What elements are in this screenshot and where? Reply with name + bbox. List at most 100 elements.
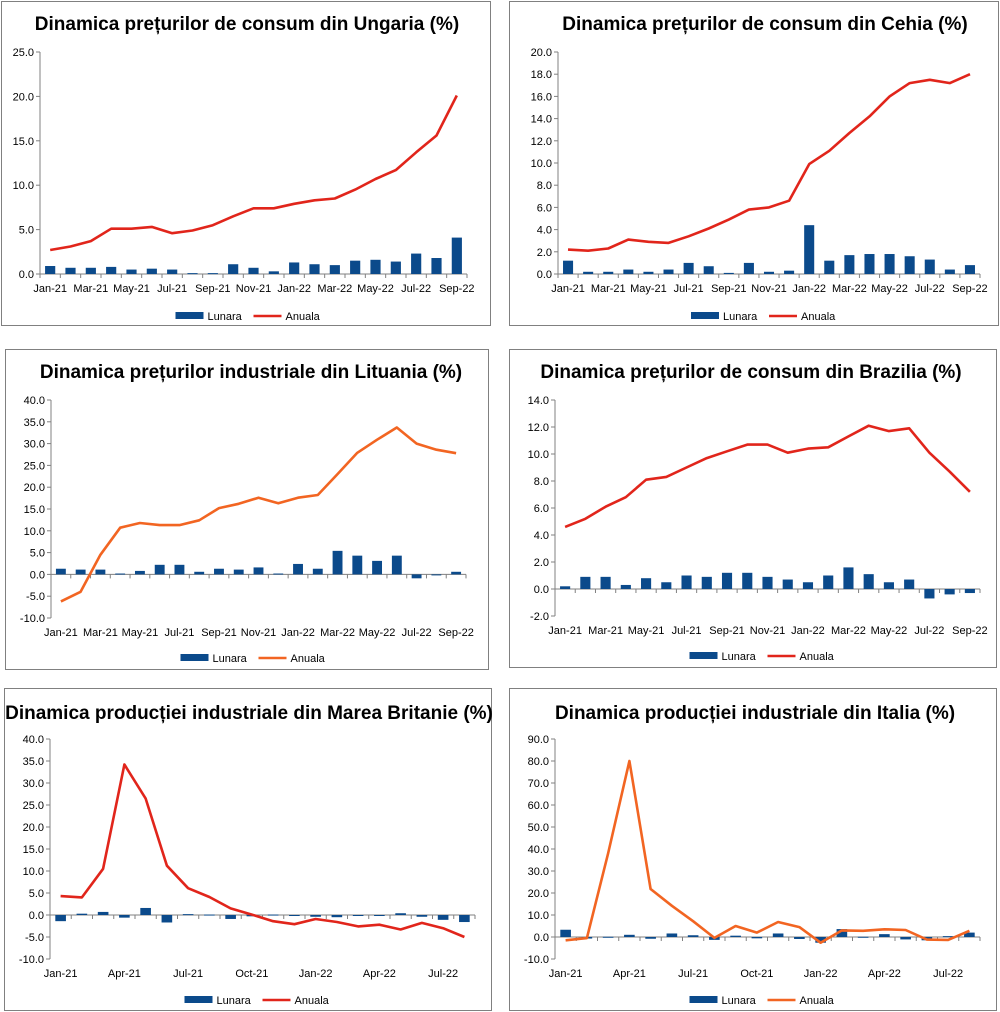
y-tick-label: 8.0 <box>537 180 552 192</box>
x-tick-label: Mar-22 <box>832 283 867 295</box>
bar-lunara <box>331 915 343 918</box>
bar-lunara <box>964 932 975 937</box>
legend: Lunara Anuala <box>180 653 326 665</box>
y-tick-label: -10.0 <box>524 954 549 966</box>
y-tick-label: 30.0 <box>528 866 549 878</box>
y-tick-label: 4.0 <box>537 225 552 237</box>
bar-lunara <box>944 589 955 595</box>
legend-label: Lunara <box>208 311 243 323</box>
bar-lunara <box>248 267 259 274</box>
y-tick-label: 0.0 <box>29 910 44 922</box>
x-tick-label: Jan-22 <box>804 968 838 980</box>
y-tick-label: 5.0 <box>19 225 34 237</box>
y-tick-label: 0.0 <box>30 569 45 581</box>
bar-lunara <box>214 568 224 575</box>
bar-lunara <box>437 915 449 920</box>
x-tick-label: Jan-21 <box>551 283 585 295</box>
chart-panel-ungaria: Dinamica prețurilor de consum din Ungari… <box>1 1 491 326</box>
y-tick-label: 16.0 <box>531 91 552 103</box>
x-tick-label: Mar-21 <box>83 627 118 639</box>
bar-lunara <box>687 935 699 937</box>
y-tick-label: -10.0 <box>19 954 44 966</box>
chart-svg: Dinamica producției industriale din Ital… <box>524 703 981 1007</box>
legend-swatch-lunara <box>184 996 213 1003</box>
legend-label: Lunara <box>723 311 758 323</box>
y-tick-label: 35.0 <box>23 756 44 768</box>
legend: Lunara Anuala <box>175 311 321 323</box>
legend-label: Anuala <box>800 651 835 663</box>
y-tick-label: -5.0 <box>26 591 45 603</box>
bar-lunara <box>204 914 215 916</box>
chart-svg: Dinamica producției industriale din Mare… <box>5 703 493 1007</box>
bar-lunara <box>620 584 631 589</box>
y-tick-label: 0.0 <box>534 584 549 596</box>
bar-lunara <box>65 267 76 274</box>
bar-lunara <box>310 915 321 917</box>
x-tick-label: Jul-21 <box>678 968 708 980</box>
x-tick-label: Jul-22 <box>401 283 431 295</box>
bar-lunara <box>683 262 694 274</box>
bar-lunara <box>55 568 66 575</box>
bar-lunara <box>233 569 244 575</box>
x-tick-label: Sep-21 <box>711 283 746 295</box>
bar-lunara <box>228 264 239 274</box>
bar-lunara <box>924 259 935 274</box>
y-tick-label: -2.0 <box>530 611 549 623</box>
line-anuala <box>60 763 465 939</box>
bar-lunara <box>309 264 320 274</box>
y-tick-label: 70.0 <box>528 778 549 790</box>
y-tick-label: 20.0 <box>24 482 45 494</box>
bar-lunara <box>600 576 611 589</box>
bar-lunara <box>352 555 363 575</box>
x-tick-label: Apr-22 <box>868 968 901 980</box>
x-tick-label: Apr-21 <box>613 968 646 980</box>
y-tick-label: 10.0 <box>23 866 44 878</box>
y-tick-label: 25.0 <box>23 800 44 812</box>
x-tick-label: Jul-22 <box>914 625 944 637</box>
x-tick-label: Apr-22 <box>363 968 396 980</box>
x-tick-label: Jan-22 <box>299 968 333 980</box>
bar-lunara <box>289 915 300 916</box>
bar-lunara <box>563 260 574 274</box>
chart-title: Dinamica prețurilor de consum din Brazil… <box>540 362 961 383</box>
bar-lunara <box>207 273 218 275</box>
bar-lunara <box>268 271 279 274</box>
x-tick-label: Jan-22 <box>791 625 825 637</box>
x-tick-label: Jan-21 <box>44 968 78 980</box>
y-tick-label: 18.0 <box>531 69 552 81</box>
y-tick-label: 15.0 <box>13 136 34 148</box>
y-tick-label: 50.0 <box>528 822 549 834</box>
x-tick-label: May-22 <box>871 283 908 295</box>
bar-lunara <box>115 573 126 575</box>
line-anuala <box>567 73 971 252</box>
x-tick-label: May-22 <box>871 625 908 637</box>
x-tick-label: Sep-21 <box>195 283 230 295</box>
legend-label: Lunara <box>722 995 757 1007</box>
y-tick-label: 10.0 <box>528 910 549 922</box>
bar-lunara <box>583 271 594 274</box>
x-tick-label: Mar-21 <box>73 283 108 295</box>
y-tick-label: 60.0 <box>528 800 549 812</box>
x-tick-label: Mar-22 <box>320 627 355 639</box>
bar-lunara <box>942 936 954 938</box>
x-tick-label: Mar-22 <box>831 625 866 637</box>
bar-lunara <box>857 936 869 938</box>
legend: Lunara Anuala <box>691 311 836 323</box>
x-tick-label: Mar-21 <box>591 283 626 295</box>
chart-title: Dinamica producției industriale din Mare… <box>5 703 493 724</box>
legend: Lunara Anuala <box>689 995 835 1007</box>
line-anuala <box>565 759 970 944</box>
x-tick-label: Sep-22 <box>439 283 474 295</box>
legend-swatch-lunara <box>691 312 719 319</box>
y-tick-label: 30.0 <box>24 439 45 451</box>
y-tick-label: 25.0 <box>13 47 34 59</box>
bar-lunara <box>289 262 300 274</box>
y-tick-label: 20.0 <box>13 91 34 103</box>
bar-lunara <box>623 269 634 274</box>
bar-lunara <box>560 929 571 937</box>
bar-lunara <box>703 266 714 274</box>
bar-lunara <box>879 934 890 937</box>
bar-lunara <box>140 907 151 915</box>
bar-lunara <box>883 582 894 589</box>
bar-lunara <box>134 570 145 575</box>
